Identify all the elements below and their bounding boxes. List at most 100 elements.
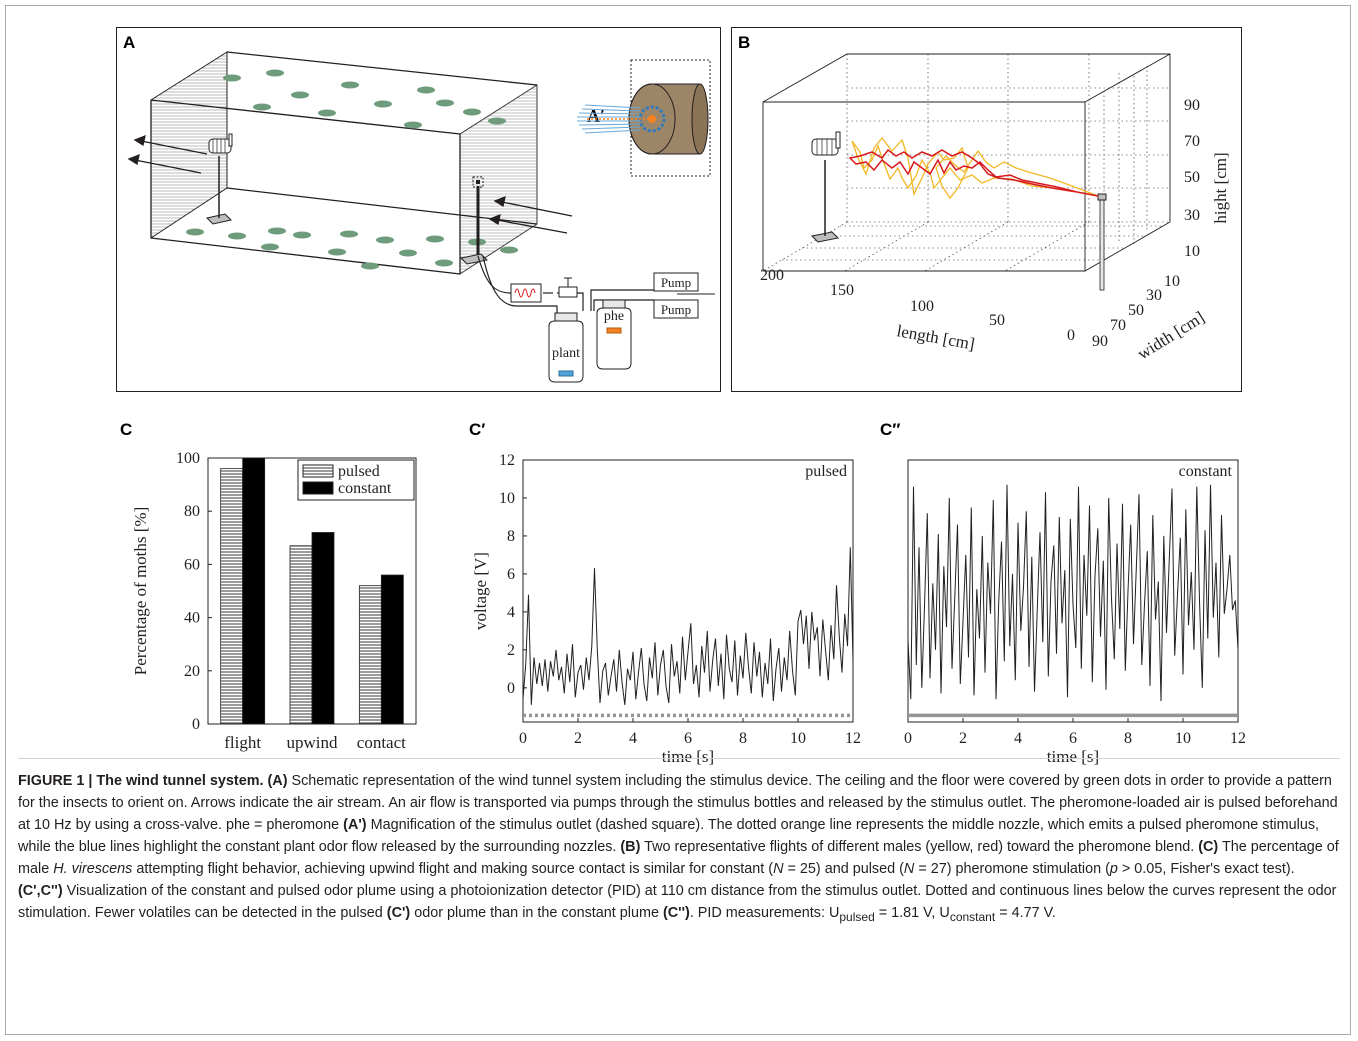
width-tick-label: 90 <box>1092 333 1108 350</box>
height-tick-label: 50 <box>1184 169 1200 186</box>
x-tick-label: contact <box>357 733 406 752</box>
axis-height-label: hight [cm] <box>1211 152 1230 223</box>
caption-n1-var: N <box>773 861 784 877</box>
height-tick-label: 10 <box>1184 243 1200 260</box>
stimulus-outlet-icon <box>459 176 489 265</box>
y-tick-label: 0 <box>507 680 515 697</box>
mount-stand-3d-icon <box>810 131 841 243</box>
floor-dots <box>186 227 518 270</box>
axis-length-label: length [cm] <box>895 321 976 353</box>
caption-c-text1: The percentage of male <box>18 839 1339 877</box>
caption-u-pulsed-val: = 1.81 V, U <box>878 905 950 921</box>
plot-frame <box>522 459 854 723</box>
y-axis-label: Percentage of moths [%] <box>131 507 150 676</box>
y-tick-label: 0 <box>192 716 200 733</box>
y-tick-label: 12 <box>499 452 515 469</box>
nozzle-magnification-inset <box>577 59 711 177</box>
y-tick-label: 40 <box>184 610 200 627</box>
bar-pulsed <box>358 585 382 725</box>
pump-1 <box>653 272 699 292</box>
panel-a-letter: A <box>123 33 136 52</box>
stimulus-outlet-3d-icon <box>1097 193 1107 291</box>
caption-c-text2: attempting flight behavior, achieving up… <box>136 861 774 877</box>
panel-b: B <box>731 27 1242 392</box>
signal-line <box>907 484 1239 702</box>
legend-swatch <box>302 464 334 478</box>
length-tick-label: 150 <box>830 282 854 299</box>
caption-u-const-val: = 4.77 V. <box>999 905 1056 921</box>
pump-2 <box>653 299 699 319</box>
y-tick-label: 6 <box>507 566 515 583</box>
caption-a-text: Schematic representation of the wind tun… <box>18 773 1338 833</box>
caption-c-label: (C) <box>1198 839 1219 855</box>
axis-width-label: width [cm] <box>1134 307 1208 363</box>
caption-species: H. virescens <box>53 861 133 877</box>
caption-n1: = 25) and pulsed ( <box>787 861 904 877</box>
length-tick-labels: 200 150 100 50 0 <box>760 267 1075 344</box>
x-tick-label: 8 <box>1124 730 1132 747</box>
caption-fig-label: FIGURE 1 | The wind tunnel system. <box>18 773 264 789</box>
width-tick-label: 10 <box>1164 273 1180 290</box>
annotation-label: pulsed <box>805 463 847 480</box>
panel-cdoubleprime-letter: C″ <box>880 420 901 439</box>
caption-cp-label: (C') <box>386 905 411 921</box>
y-tick-label: 60 <box>184 556 200 573</box>
x-tick-label: 2 <box>574 730 582 747</box>
y-tick-label: 10 <box>499 490 515 507</box>
pump-2-label: Pump <box>661 302 691 317</box>
bar-pulsed <box>289 545 313 725</box>
bar-constant <box>242 457 266 725</box>
x-tick-label: 4 <box>629 730 637 747</box>
legend-label: constant <box>338 480 392 497</box>
caption-a-label: (A) <box>267 773 288 789</box>
signal-line <box>522 547 854 705</box>
caption-u-const-sub: constant <box>949 909 996 924</box>
cross-valve-icon <box>558 277 578 298</box>
y-axis-label: voltage [V] <box>471 552 490 630</box>
caption-ap-label: (A') <box>343 817 367 833</box>
caption-divider <box>18 758 1340 759</box>
bottle-phe-label: phe <box>604 309 624 324</box>
panel-cprime-letter: C′ <box>469 420 486 439</box>
figure-caption: FIGURE 1 | The wind tunnel system. (A) S… <box>18 770 1340 928</box>
chart-cdoubleprime-line: 0 2 4 6 8 10 12 time [s] constant <box>904 459 1246 766</box>
caption-cpp-label: (C'') <box>662 905 690 921</box>
x-tick-label: 10 <box>1175 730 1191 747</box>
y-tick-label: 20 <box>184 663 200 680</box>
length-tick-label: 50 <box>989 312 1005 329</box>
length-tick-label: 200 <box>760 267 784 284</box>
y-tick-label: 4 <box>507 604 515 621</box>
height-tick-label: 70 <box>1184 133 1200 150</box>
x-tick-label: 2 <box>959 730 967 747</box>
length-tick-label: 0 <box>1067 327 1075 344</box>
annotation-label: constant <box>1179 463 1233 480</box>
width-tick-label: 70 <box>1110 317 1126 334</box>
flow-coil-icon <box>510 283 542 303</box>
caption-p-var: p <box>1109 861 1118 877</box>
caption-cc-label: (C',C'') <box>18 883 63 899</box>
x-tick-label: 12 <box>845 730 861 747</box>
caption-b-text: Two representative flights of different … <box>644 839 1195 855</box>
legend-swatch <box>302 481 334 495</box>
bottle-plant-label: plant <box>552 346 580 361</box>
x-tick-label: 6 <box>684 730 692 747</box>
width-tick-label: 30 <box>1146 287 1162 304</box>
chart-cprime-line: 0 2 4 6 8 10 12 0 2 4 6 8 10 12 voltage [V] time [s] pul… <box>471 452 861 766</box>
y-tick-label: 100 <box>176 450 200 467</box>
length-tick-label: 100 <box>910 298 934 315</box>
bar-constant <box>311 532 335 725</box>
height-tick-labels: 90 70 50 30 10 <box>1184 97 1200 260</box>
x-tick-label: 10 <box>790 730 806 747</box>
bar-pulsed <box>220 468 244 725</box>
x-tick-label: 0 <box>519 730 527 747</box>
x-tick-label: flight <box>224 733 261 752</box>
panel-a: A <box>116 27 721 392</box>
x-tick-label: 8 <box>739 730 747 747</box>
caption-cc-text3: . PID measurements: U <box>689 905 840 921</box>
x-tick-label: 4 <box>1014 730 1022 747</box>
x-tick-label: 6 <box>1069 730 1077 747</box>
caption-cc-text2: odor plume than in the constant plume <box>414 905 659 921</box>
flight-track-yellow <box>851 136 1099 200</box>
